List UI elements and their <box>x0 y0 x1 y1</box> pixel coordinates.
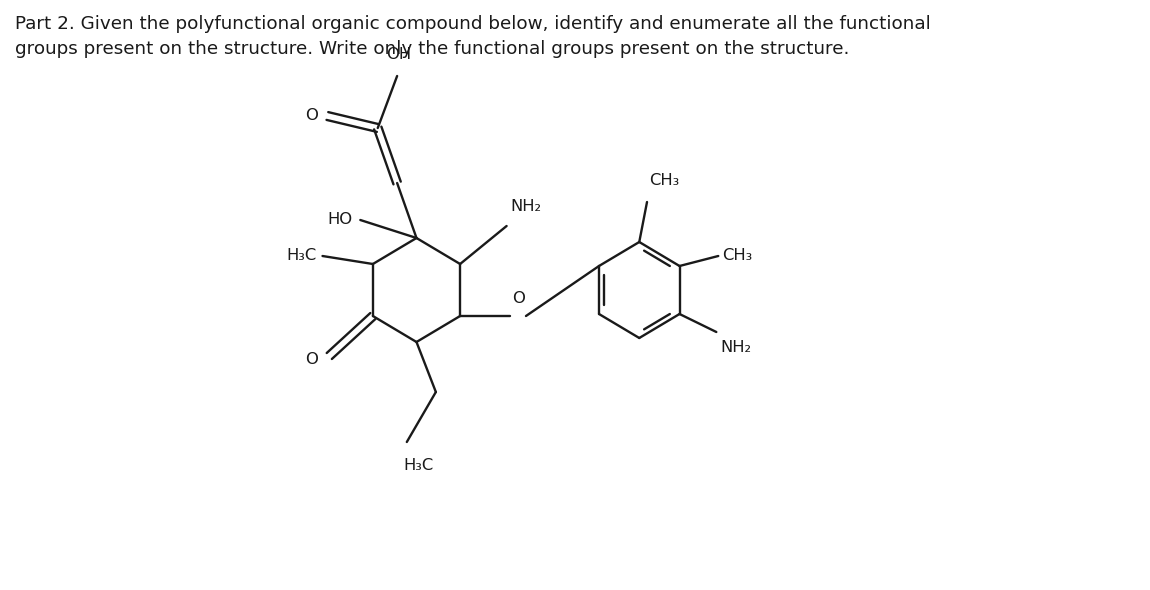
Text: CH₃: CH₃ <box>649 173 680 188</box>
Text: H₃C: H₃C <box>402 458 434 473</box>
Text: CH₃: CH₃ <box>722 248 752 264</box>
Text: O: O <box>512 291 524 306</box>
Text: Part 2. Given the polyfunctional organic compound below, identify and enumerate : Part 2. Given the polyfunctional organic… <box>15 15 930 33</box>
Text: NH₂: NH₂ <box>511 199 542 214</box>
Text: O: O <box>305 109 317 123</box>
Text: O: O <box>305 352 317 368</box>
Text: groups present on the structure. Write only the functional groups present on the: groups present on the structure. Write o… <box>15 40 849 58</box>
Text: HO: HO <box>328 212 353 228</box>
Text: H₃C: H₃C <box>286 248 316 264</box>
Text: NH₂: NH₂ <box>720 340 751 355</box>
Text: OH: OH <box>386 47 412 62</box>
